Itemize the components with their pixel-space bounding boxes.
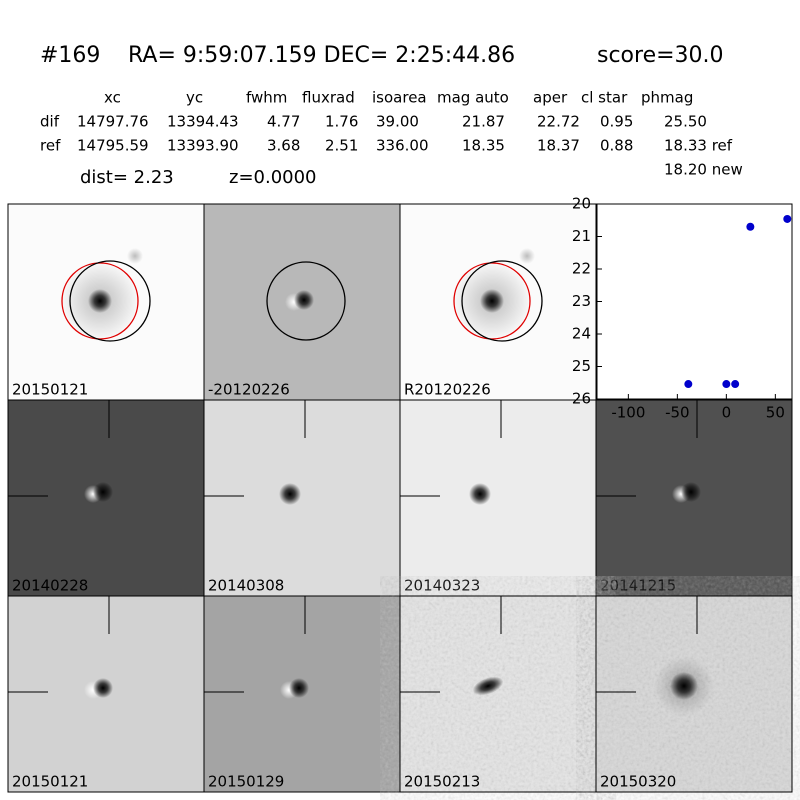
source <box>279 483 301 505</box>
noise <box>400 596 596 792</box>
aperture-red <box>453 262 531 340</box>
table-cell: 21.87 <box>462 113 505 131</box>
panel-label: 20150213 <box>404 773 480 791</box>
column-header: yc <box>186 89 203 107</box>
column-header: mag auto <box>437 89 509 107</box>
table-cell: 4.77 <box>267 113 300 131</box>
image-panel: 20150129 <box>203 595 401 793</box>
table-cell: dif <box>40 113 60 131</box>
faint-source <box>127 248 143 264</box>
column-header: aper <box>533 89 568 107</box>
table-cell: 0.95 <box>600 113 633 131</box>
image-panel: 20150320 <box>595 595 793 793</box>
image-panel: 20150121 <box>7 595 205 793</box>
panel-label: 20150129 <box>208 773 284 791</box>
new-mag: 18.20 new <box>664 161 743 179</box>
panel-label: 20141215 <box>600 577 676 595</box>
panel-border <box>595 595 793 793</box>
negative <box>93 678 113 698</box>
panel-bg <box>204 400 400 596</box>
x-tick-label: 50 <box>766 404 785 422</box>
image-panel: 20141215 <box>595 399 793 597</box>
image-panel: -20120226 <box>203 203 401 401</box>
plot-bg <box>596 203 793 400</box>
aperture-black <box>461 260 543 342</box>
image-panel: R20120226 <box>399 203 597 401</box>
x-tick-label: -100 <box>611 404 645 422</box>
panel-label: -20120226 <box>208 381 290 399</box>
table-cell: ref <box>40 137 61 155</box>
source <box>469 483 491 505</box>
panels: 20150121 -20120226 R20120226 20140228 201403… <box>7 203 793 793</box>
point <box>746 222 755 231</box>
point <box>731 380 740 389</box>
table-cell: 18.33 ref <box>664 137 733 155</box>
panel-label: 20150121 <box>12 381 88 399</box>
y-tick-label: 26 <box>572 390 591 408</box>
source <box>670 672 698 700</box>
negative <box>681 482 701 502</box>
column-header: fluxrad <box>302 89 355 107</box>
column-header: phmag <box>641 89 693 107</box>
column-header: isoarea <box>372 89 427 107</box>
table-cell: 14795.59 <box>77 137 149 155</box>
table-cell: 13394.43 <box>167 113 239 131</box>
image-panel: 20140228 <box>7 399 205 597</box>
score: score=30.0 <box>597 43 724 68</box>
negative <box>289 678 309 698</box>
column-header: fwhm <box>246 89 287 107</box>
image-panel: 20150213 <box>399 595 597 793</box>
y-tick-label: 20 <box>572 195 591 213</box>
y-tick-label: 25 <box>572 357 591 375</box>
table-cell: 14797.76 <box>77 113 149 131</box>
source <box>88 289 112 313</box>
image-panel: 20140308 <box>203 399 401 597</box>
dist: dist= 2.23 <box>80 167 174 188</box>
table-cell: 39.00 <box>376 113 419 131</box>
negative <box>294 290 314 310</box>
table-cell: 18.35 <box>462 137 505 155</box>
table-cell: 13393.90 <box>167 137 239 155</box>
panel-label: 20140308 <box>208 577 284 595</box>
panel-label: 20150320 <box>600 773 676 791</box>
source <box>472 676 504 696</box>
point <box>783 214 792 223</box>
aperture-black <box>266 261 346 341</box>
aperture-black <box>69 260 151 342</box>
table-cell: 1.76 <box>325 113 358 131</box>
y-tick-label: 21 <box>572 227 591 245</box>
image-panel: 20140323 <box>399 399 597 597</box>
image-panel: 20150121 <box>7 203 205 401</box>
chart-labels: 20 21 22 23 24 25 26 -100 -50 0 50 <box>572 195 793 422</box>
negative <box>93 482 113 502</box>
panel-label: 20150121 <box>12 773 88 791</box>
panel-label: R20120226 <box>404 381 491 399</box>
y-tick-label: 23 <box>572 292 591 310</box>
object-id: #169 <box>40 43 100 68</box>
panel-bg <box>400 400 596 596</box>
table-cell: 3.68 <box>267 137 300 155</box>
source <box>480 289 504 313</box>
point <box>722 380 731 389</box>
table-cell: 18.37 <box>537 137 580 155</box>
table-cell: 25.50 <box>664 113 707 131</box>
panel-label: 20140323 <box>404 577 480 595</box>
column-header: cl star <box>581 89 628 107</box>
y-tick-label: 22 <box>572 260 591 278</box>
x-tick-label: 0 <box>722 404 732 422</box>
coordinates: RA= 9:59:07.159 DEC= 2:25:44.86 <box>128 43 515 68</box>
table-cell: 336.00 <box>376 137 429 155</box>
panel-label: 20140228 <box>12 577 88 595</box>
point <box>684 380 693 389</box>
table-cell: 0.88 <box>600 137 633 155</box>
redshift: z=0.0000 <box>229 167 317 188</box>
table-cell: 2.51 <box>325 137 358 155</box>
column-header: xc <box>104 89 121 107</box>
faint-source <box>519 248 535 264</box>
table-cell: 22.72 <box>537 113 580 131</box>
y-tick-label: 24 <box>572 325 591 343</box>
aperture-red <box>61 262 139 340</box>
x-tick-label: -50 <box>665 404 690 422</box>
